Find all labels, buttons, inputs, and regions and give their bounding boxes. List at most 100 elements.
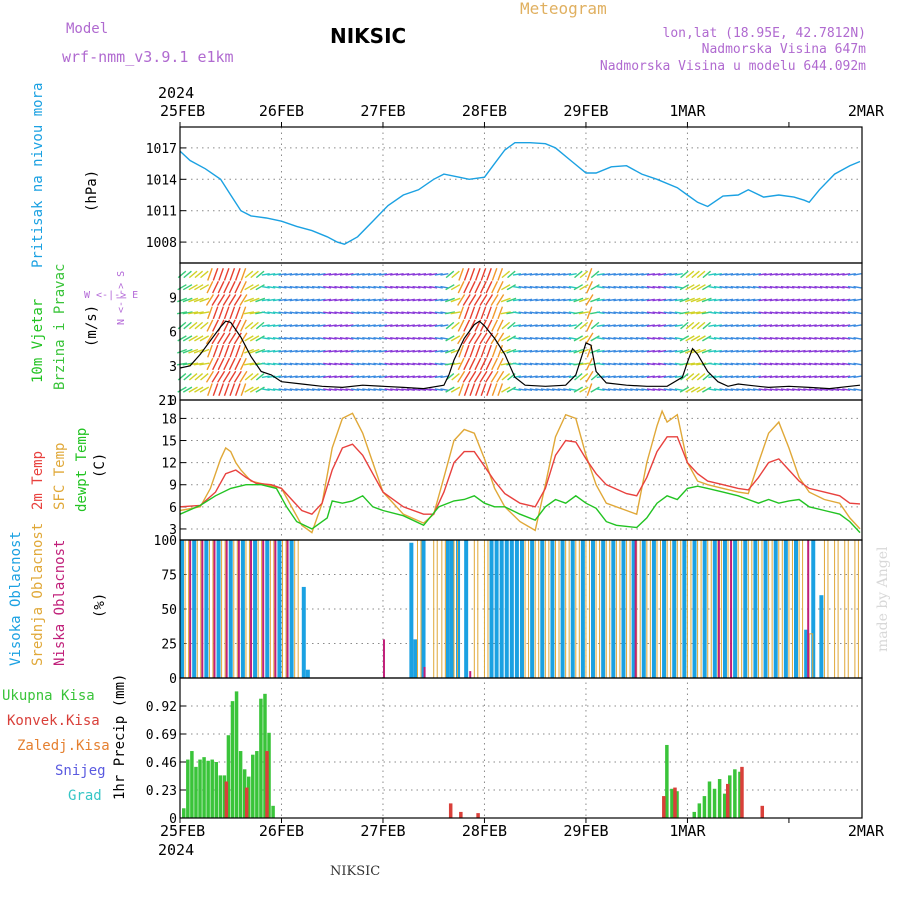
wind-arrow xyxy=(752,311,762,315)
wind-arrow xyxy=(747,311,756,315)
wind-arrow xyxy=(590,297,601,303)
wind-arrow xyxy=(674,273,683,276)
wind-arrow xyxy=(317,337,326,340)
wind-arrow xyxy=(596,273,605,276)
wind-arrow xyxy=(791,375,801,379)
wind-arrow xyxy=(602,273,611,276)
wind-arrow xyxy=(300,375,309,379)
wind-arrow xyxy=(177,335,187,342)
wind-arrow xyxy=(535,388,544,391)
wind-arrow xyxy=(563,285,572,289)
wind-arrow xyxy=(228,332,237,345)
wind-arrow xyxy=(602,362,611,366)
wind-arrow xyxy=(791,311,801,315)
wind-arrow xyxy=(240,344,247,358)
wind-arrow xyxy=(199,335,210,342)
wind-arrow xyxy=(317,375,326,379)
wind-arrow xyxy=(479,370,488,383)
wind-arrow xyxy=(351,298,360,302)
wind-arrow xyxy=(228,357,236,371)
wind-arrow xyxy=(563,362,572,366)
wind-arrow xyxy=(758,285,767,289)
wind-arrow xyxy=(752,375,762,379)
wind-arrow xyxy=(462,332,471,345)
wind-arrow xyxy=(775,324,784,327)
cloud-bar-high xyxy=(228,540,233,678)
wind-arrow xyxy=(847,337,856,340)
wind-arrow xyxy=(641,337,650,340)
wind-arrow xyxy=(183,270,192,279)
cloud-bar-low xyxy=(286,540,289,678)
plot-layer: 1008 1011 1014 1017 3 6 9 12 15 18 0 25 50 75 100 0 0.23… xyxy=(146,102,885,840)
wind-arrow xyxy=(518,388,527,391)
wind-arrow xyxy=(730,273,739,276)
wind-arrow xyxy=(641,375,650,379)
wind-arrow xyxy=(445,270,455,279)
cloud-bar-high xyxy=(550,540,555,678)
wind-arrow xyxy=(205,294,214,306)
cloud-bar-low xyxy=(189,540,192,678)
wind-arrow xyxy=(367,337,376,340)
wind-arrow xyxy=(713,324,722,327)
wind-arrow xyxy=(412,375,421,379)
wind-arrow xyxy=(284,375,293,379)
wind-arrow xyxy=(390,388,399,391)
precip-bar xyxy=(218,775,223,818)
wind-arrow xyxy=(641,324,650,327)
wind-arrow xyxy=(524,298,533,302)
wind-arrow xyxy=(284,273,293,276)
wind-arrow xyxy=(289,285,298,289)
wind-arrow xyxy=(775,388,784,391)
wind-arrow xyxy=(384,298,393,302)
wind-arrow xyxy=(630,362,639,366)
wind-arrow xyxy=(463,357,471,371)
wind-arrow xyxy=(261,362,270,366)
wind-arrow xyxy=(194,321,204,330)
wind-arrow xyxy=(535,362,544,366)
cloud-label-3: Niska Oblacnost xyxy=(52,540,68,666)
wind-arrow xyxy=(613,375,622,379)
pressure-unit: (hPa) xyxy=(84,170,100,212)
wind-arrow xyxy=(406,388,415,391)
wind-arrow xyxy=(780,298,789,302)
wind-arrow xyxy=(752,349,762,353)
wind-arrow xyxy=(188,386,198,393)
wind-arrow xyxy=(306,375,315,379)
wind-arrow xyxy=(200,270,209,279)
wind-arrow xyxy=(741,349,750,353)
wind-arrow xyxy=(458,306,465,320)
cloud-bar-high xyxy=(180,540,184,678)
wind-arrow xyxy=(378,388,388,391)
wind-arrow xyxy=(284,285,293,289)
wind-arrow xyxy=(624,324,633,327)
wind-arrow xyxy=(412,324,421,327)
wind-arrow xyxy=(842,285,851,289)
wind-arrow xyxy=(563,324,572,327)
wind-arrow xyxy=(769,375,778,379)
wind-arrow xyxy=(222,370,231,383)
wind-arrow xyxy=(641,285,650,289)
cloud-bar-mid xyxy=(626,539,631,679)
wind-arrow xyxy=(730,388,739,391)
wind-arrow xyxy=(741,337,750,340)
wind-arrow xyxy=(590,270,600,279)
wind-arrow xyxy=(764,298,773,302)
wind-arrow xyxy=(690,297,701,303)
wind-arrow xyxy=(351,285,360,289)
pressure-tick-label: 1008 xyxy=(146,236,177,251)
wind-arrow xyxy=(206,319,214,332)
wind-arrow xyxy=(853,273,862,276)
wind-arrow xyxy=(401,298,410,302)
wind-arrow xyxy=(741,285,750,289)
cloud-bar-mid xyxy=(686,539,692,679)
cloud-bar-low xyxy=(382,639,385,678)
wind-arrow xyxy=(311,311,321,315)
wind-arrow xyxy=(473,370,482,383)
wind-arrow xyxy=(328,285,337,289)
wind-arrow xyxy=(328,349,337,353)
wind-arrow xyxy=(406,273,415,276)
wind-arrow xyxy=(278,273,287,276)
wind-arrow xyxy=(618,362,628,366)
wind-arrow xyxy=(696,348,707,354)
wind-arrow xyxy=(450,311,461,315)
